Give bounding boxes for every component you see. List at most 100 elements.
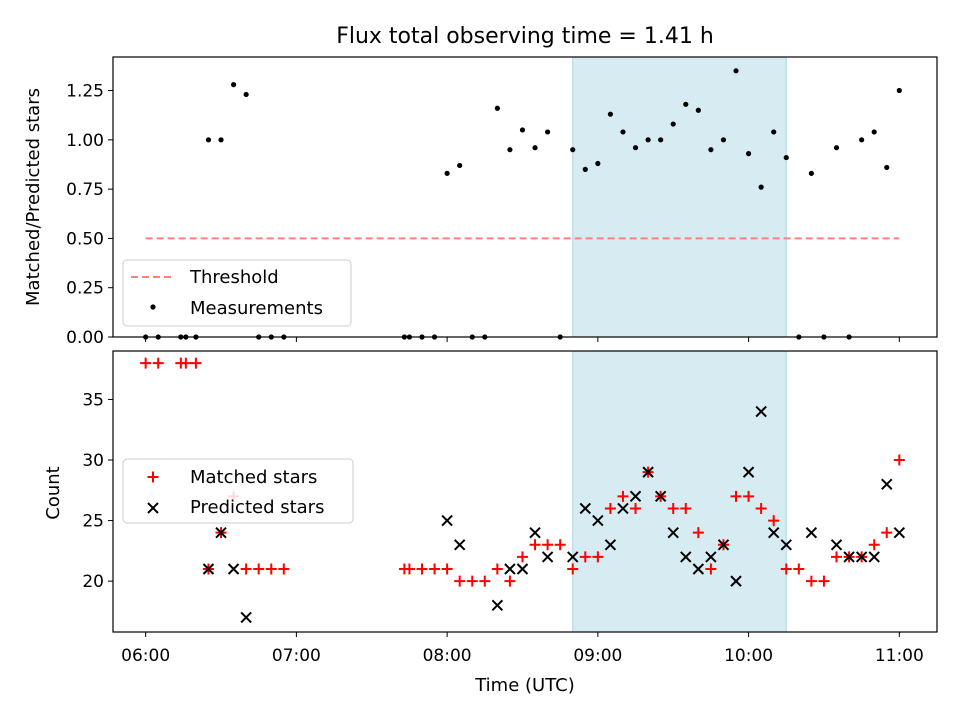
matched-star-marker: [780, 563, 792, 575]
observing-window: [572, 350, 787, 633]
matched-star-marker: [617, 490, 629, 502]
legend-predicted-label: Predicted stars: [190, 497, 324, 518]
predicted-star-marker: [692, 563, 705, 575]
legend-measurement-label: Measurements: [190, 298, 323, 319]
predicted-star-marker: [453, 539, 466, 551]
measurement-point: [708, 147, 714, 153]
predicted-star-marker: [504, 563, 516, 575]
predicted-star-marker: [441, 514, 453, 527]
predicted-star-marker: [767, 526, 780, 539]
matched-star-marker: [579, 551, 591, 563]
matched-star-marker: [140, 357, 152, 369]
axes-frame: [112, 56, 938, 338]
matched-star-marker: [604, 502, 616, 514]
measurement-point: [745, 151, 752, 157]
matched-star-marker: [743, 490, 755, 502]
predicted-star-marker: [868, 551, 880, 563]
predicted-star-marker: [227, 563, 240, 575]
measurement-point: [645, 137, 651, 143]
plot-area: [140, 357, 906, 624]
chart-title: Flux total observing time = 1.41 h: [336, 24, 714, 49]
measurement-point: [808, 170, 814, 176]
predicted-star-marker: [742, 466, 755, 478]
measurement-point: [230, 82, 237, 88]
x-tick-label: 06:00: [121, 646, 170, 666]
matched-star-marker: [805, 575, 817, 587]
matched-star-marker: [416, 563, 428, 575]
predicted-star-marker: [617, 502, 629, 515]
y-tick-label: 0.50: [66, 229, 104, 249]
predicted-star-marker: [516, 563, 529, 575]
matched-star-marker: [429, 563, 441, 575]
predicted-star-marker: [680, 551, 692, 563]
predicted-star-marker: [654, 490, 667, 503]
matched-star-marker: [793, 563, 805, 575]
matched-star-marker: [630, 502, 642, 514]
measurement-point: [595, 160, 601, 167]
matched-star-marker: [278, 563, 290, 575]
predicted-star-marker: [805, 526, 818, 539]
matched-star-marker: [479, 575, 491, 587]
matched-star-marker: [667, 502, 679, 514]
matched-star-marker: [240, 563, 252, 575]
y-tick-label: 20: [82, 572, 104, 592]
matched-star-marker: [705, 563, 717, 575]
predicted-star-marker: [642, 466, 654, 478]
predicted-star-marker: [491, 599, 504, 612]
matched-star-marker: [190, 357, 202, 369]
observing-window: [572, 56, 787, 338]
x-tick-label: 07:00: [272, 646, 321, 666]
x-tick-label: 10:00: [724, 646, 773, 666]
legend-threshold-label: Threshold: [189, 267, 279, 288]
legend-box: [122, 458, 354, 524]
predicted-star-marker: [240, 611, 252, 624]
measurement-point: [670, 121, 676, 127]
measurement-point: [896, 87, 902, 94]
matched-star-marker: [253, 563, 265, 575]
measurement-point: [683, 101, 689, 107]
measurement-point: [607, 111, 614, 117]
y-axis-label-bottom: Count: [43, 466, 64, 519]
y-tick-label: 0.75: [66, 180, 104, 200]
y-tick-label: 0.00: [66, 328, 104, 348]
measurement-point: [783, 154, 789, 161]
predicted-star-marker: [855, 551, 868, 563]
measurement-point: [545, 129, 551, 135]
measurement-point: [444, 170, 450, 176]
matched-star-marker: [868, 539, 880, 551]
x-axis-label: Time (UTC): [474, 675, 575, 696]
matched-star-marker: [893, 454, 905, 466]
predicted-star-marker: [579, 502, 592, 515]
matched-star-marker: [466, 575, 478, 587]
predicted-star-marker: [730, 575, 742, 587]
predicted-star-marker: [843, 551, 855, 563]
predicted-star-marker: [202, 563, 215, 575]
predicted-star-marker: [529, 526, 541, 539]
y-tick-label: 25: [82, 512, 104, 532]
matched-star-marker: [454, 575, 466, 587]
legend-bottom: Matched stars Predicted stars: [122, 458, 354, 524]
measurement-point: [205, 137, 212, 143]
matched-star-marker: [542, 539, 554, 551]
legend-matched-swatch: [147, 471, 159, 483]
measurement-point: [859, 137, 865, 143]
matched-star-marker: [881, 527, 893, 539]
y-tick-label: 35: [82, 390, 104, 410]
measurement-point: [532, 145, 538, 151]
matched-star-marker: [680, 502, 692, 514]
measurement-point: [833, 145, 840, 151]
y-tick-label: 0.25: [66, 279, 104, 299]
matched-star-marker: [755, 502, 767, 514]
y-axis-label-top: Matched/Predicted stars: [23, 88, 44, 306]
measurement-point: [582, 166, 588, 172]
measurement-point: [632, 145, 639, 151]
measurement-point: [871, 129, 877, 135]
legend-top: Threshold Measurements: [122, 259, 352, 327]
measurement-point: [620, 129, 626, 135]
matched-star-marker: [554, 539, 566, 551]
matched-star-marker: [592, 551, 604, 563]
predicted-star-marker: [541, 551, 554, 563]
x-tick-label: 08:00: [423, 646, 472, 666]
measurement-point: [570, 147, 576, 153]
matched-star-marker: [441, 563, 453, 575]
